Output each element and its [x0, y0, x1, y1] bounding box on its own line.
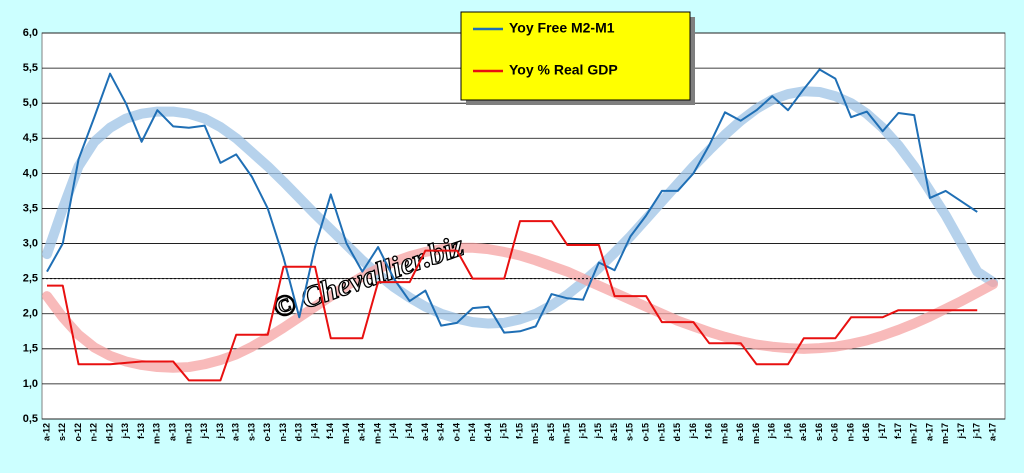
x-tick-label: m-17: [909, 423, 919, 444]
y-tick-label: 1,0: [23, 378, 38, 390]
x-tick-label: j-14: [404, 423, 414, 440]
y-tick-label: 2,5: [23, 273, 38, 285]
x-tick-label: m-15: [562, 423, 572, 444]
y-tick-label: 3,0: [23, 237, 38, 249]
x-tick-label: s-12: [57, 423, 67, 441]
x-tick-label: o-12: [73, 423, 83, 442]
x-tick-label: j-15: [593, 423, 603, 440]
x-tick-label: s-16: [814, 423, 824, 441]
x-tick-label: a-12: [41, 423, 51, 441]
x-tick-label: j-16: [782, 423, 792, 440]
x-tick-label: j-17: [972, 423, 982, 440]
x-tick-label: s-15: [625, 423, 635, 441]
x-tick-label: j-17: [877, 423, 887, 440]
x-tick-label: j-16: [688, 423, 698, 440]
y-tick-label: 0,5: [23, 413, 38, 425]
x-tick-label: j-13: [199, 423, 209, 440]
x-tick-label: a-16: [735, 423, 745, 441]
x-tick-label: a-13: [231, 423, 241, 441]
x-tick-label: d-13: [294, 423, 304, 442]
x-tick-label: f-16: [704, 423, 714, 439]
x-tick-label: n-15: [656, 423, 666, 442]
y-tick-label: 2,0: [23, 308, 38, 320]
x-tick-label: f-17: [893, 423, 903, 439]
x-tick-label: j-13: [120, 423, 130, 440]
x-tick-label: j-15: [499, 423, 509, 440]
trend-line: [42, 86, 998, 329]
x-tick-label: n-12: [89, 423, 99, 442]
x-tick-label: j-15: [577, 423, 587, 440]
x-tick-label: o-15: [641, 423, 651, 442]
y-tick-label: 5,5: [23, 62, 38, 74]
x-tick-label: o-13: [262, 423, 272, 442]
x-tick-label: a-16: [798, 423, 808, 441]
legend-label: Yoy Free M2-M1: [509, 20, 615, 36]
y-tick-label: 4,0: [23, 167, 38, 179]
x-tick-label: d-16: [861, 423, 871, 442]
x-tick-label: a-17: [987, 423, 997, 441]
x-tick-label: a-14: [420, 423, 430, 441]
x-tick-label: a-13: [168, 423, 178, 441]
y-tick-label: 1,5: [23, 343, 38, 355]
x-tick-label: m-14: [341, 423, 351, 444]
x-tick-label: j-16: [767, 423, 777, 440]
y-tick-label: 3,5: [23, 202, 38, 214]
x-tick-label: s-13: [246, 423, 256, 441]
x-tick-label: f-14: [325, 423, 335, 439]
x-tick-label: o-16: [830, 423, 840, 442]
legend-label: Yoy % Real GDP: [509, 62, 618, 78]
series-line: [47, 220, 978, 382]
x-tick-label: n-16: [845, 423, 855, 442]
x-tick-label: s-14: [436, 423, 446, 441]
x-tick-label: d-15: [672, 423, 682, 442]
x-tick-label: m-14: [372, 423, 382, 444]
x-tick-label: a-14: [357, 423, 367, 441]
x-tick-label: m-15: [530, 423, 540, 444]
x-tick-label: a-15: [609, 423, 619, 441]
trend-line: [42, 242, 998, 373]
x-tick-label: o-14: [451, 423, 461, 442]
x-tick-label: m-13: [152, 423, 162, 444]
x-tick-label: m-16: [719, 423, 729, 444]
x-tick-label: d-12: [104, 423, 114, 442]
y-tick-label: 6,0: [23, 27, 38, 39]
x-tick-label: d-14: [483, 423, 493, 442]
x-tick-label: a-17: [924, 423, 934, 441]
x-tick-label: a-15: [546, 423, 556, 441]
x-tick-label: j-17: [956, 423, 966, 440]
x-tick-label: j-13: [215, 423, 225, 440]
x-tick-label: n-14: [467, 423, 477, 442]
y-tick-label: 5,0: [23, 97, 38, 109]
x-tick-label: f-15: [514, 423, 524, 439]
x-tick-label: j-14: [309, 423, 319, 440]
series-line: [46, 68, 978, 334]
x-tick-label: m-13: [183, 423, 193, 444]
x-tick-label: m-16: [751, 423, 761, 444]
legend: [460, 11, 691, 101]
x-tick-label: j-14: [388, 423, 398, 440]
x-tick-label: n-13: [278, 423, 288, 442]
y-tick-label: 4,5: [23, 132, 38, 144]
x-tick-label: m-17: [940, 423, 950, 444]
x-tick-label: f-13: [136, 423, 146, 439]
